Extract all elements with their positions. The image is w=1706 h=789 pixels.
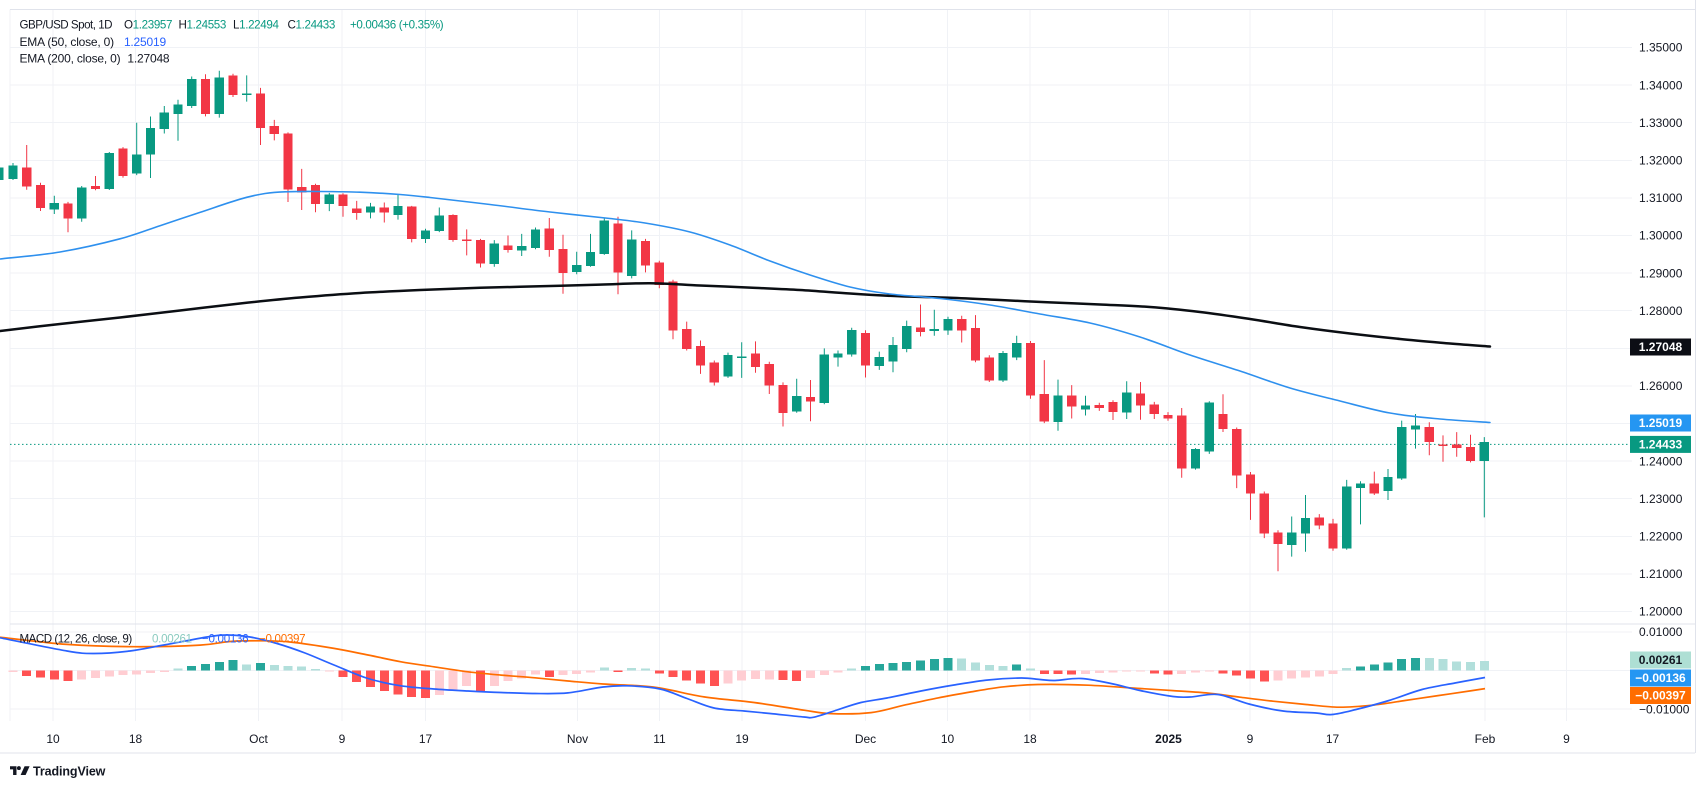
- svg-text:11: 11: [653, 732, 666, 746]
- svg-text:1.21000: 1.21000: [1639, 567, 1683, 581]
- svg-text:17: 17: [419, 732, 433, 746]
- svg-text:C1.24433: C1.24433: [288, 19, 336, 32]
- svg-text:Nov: Nov: [567, 732, 588, 746]
- svg-text:1.26000: 1.26000: [1639, 379, 1683, 393]
- svg-text:18: 18: [1023, 732, 1037, 746]
- svg-text:1.34000: 1.34000: [1639, 78, 1683, 92]
- svg-text:TradingView: TradingView: [33, 764, 106, 778]
- svg-text:9: 9: [1247, 732, 1254, 746]
- svg-text:0.00261: 0.00261: [152, 633, 192, 646]
- svg-text:1.28000: 1.28000: [1639, 304, 1683, 318]
- svg-text:10: 10: [46, 732, 60, 746]
- svg-text:9: 9: [1563, 732, 1570, 746]
- svg-text:H1.24553: H1.24553: [179, 19, 227, 32]
- svg-text:−0.00136: −0.00136: [1635, 671, 1686, 685]
- svg-text:1.30000: 1.30000: [1639, 229, 1683, 243]
- svg-text:Oct: Oct: [249, 732, 268, 746]
- svg-text:GBP/USD Spot, 1D: GBP/USD Spot, 1D: [20, 19, 113, 32]
- svg-text:1.27048: 1.27048: [1639, 340, 1683, 354]
- svg-text:EMA (200, close, 0)1.27048: EMA (200, close, 0) 1.27048: [20, 52, 170, 66]
- svg-text:19: 19: [735, 732, 749, 746]
- svg-text:1.31000: 1.31000: [1639, 191, 1683, 205]
- svg-text:17: 17: [1326, 732, 1340, 746]
- svg-text:0.01000: 0.01000: [1639, 625, 1683, 639]
- svg-text:MACD (12, 26, close, 9): MACD (12, 26, close, 9): [20, 633, 133, 646]
- svg-text:O1.23957: O1.23957: [124, 19, 172, 32]
- svg-text:9: 9: [339, 732, 346, 746]
- svg-text:−0.01000: −0.01000: [1639, 702, 1690, 716]
- svg-text:1.24433: 1.24433: [1639, 438, 1683, 452]
- svg-text:+0.00436 (+0.35%): +0.00436 (+0.35%): [350, 19, 444, 32]
- svg-text:0.00261: 0.00261: [1639, 653, 1683, 667]
- svg-text:Feb: Feb: [1475, 732, 1496, 746]
- svg-text:Dec: Dec: [855, 732, 876, 746]
- svg-text:1.33000: 1.33000: [1639, 116, 1683, 130]
- svg-text:1.24000: 1.24000: [1639, 454, 1683, 468]
- svg-text:1.25019: 1.25019: [1639, 416, 1683, 430]
- svg-text:1.35000: 1.35000: [1639, 41, 1683, 55]
- svg-text:1.22000: 1.22000: [1639, 530, 1683, 544]
- svg-text:1.20000: 1.20000: [1639, 605, 1683, 619]
- svg-text:EMA (50, close, 0)1.25019: EMA (50, close, 0) 1.25019: [20, 35, 167, 49]
- svg-text:−0.00397: −0.00397: [259, 633, 305, 646]
- svg-text:2025: 2025: [1155, 732, 1182, 746]
- svg-text:1.32000: 1.32000: [1639, 154, 1683, 168]
- svg-text:−0.00136: −0.00136: [202, 633, 248, 646]
- svg-text:1.23000: 1.23000: [1639, 492, 1683, 506]
- svg-text:18: 18: [129, 732, 143, 746]
- svg-text:10: 10: [941, 732, 955, 746]
- svg-text:L1.22494: L1.22494: [233, 19, 279, 32]
- svg-text:−0.00397: −0.00397: [1635, 689, 1686, 703]
- svg-text:1.29000: 1.29000: [1639, 266, 1683, 280]
